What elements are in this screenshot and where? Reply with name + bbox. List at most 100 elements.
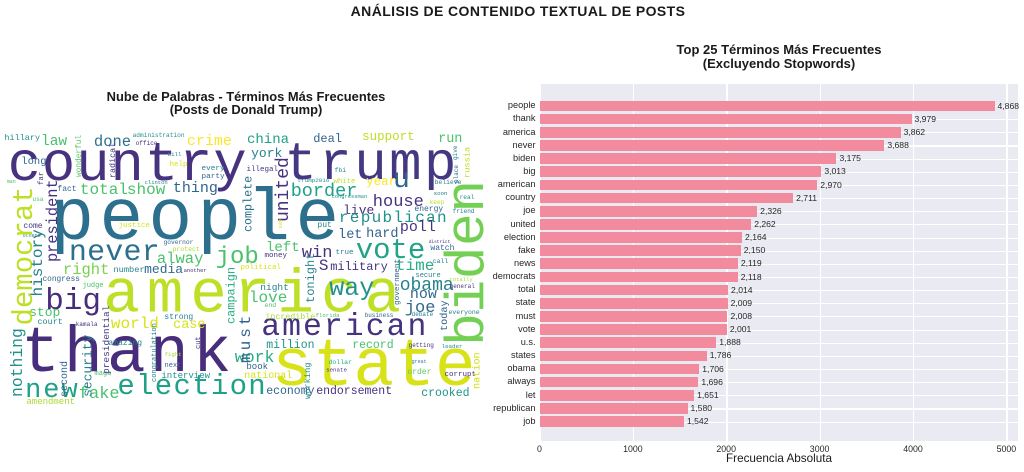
svg-text:campaign: campaign — [225, 267, 239, 324]
svg-text:say: say — [278, 218, 284, 228]
svg-text:nothing: nothing — [8, 328, 27, 397]
svg-text:tonight: tonight — [304, 253, 318, 303]
svg-text:bill: bill — [168, 151, 182, 158]
svg-text:big: big — [45, 284, 101, 319]
svg-text:right: right — [63, 261, 110, 279]
svg-text:order: order — [407, 368, 431, 377]
svg-text:stop: stop — [29, 305, 60, 320]
svg-text:work: work — [235, 348, 275, 367]
svg-text:hillary: hillary — [4, 133, 40, 143]
svg-text:law: law — [41, 134, 67, 150]
svg-text:democrat: democrat — [8, 186, 41, 325]
svg-text:china: china — [247, 132, 289, 148]
svg-text:every: every — [202, 165, 225, 173]
svg-text:republican: republican — [339, 209, 448, 227]
svg-text:run: run — [438, 132, 462, 147]
svg-text:call: call — [433, 258, 449, 265]
svg-text:complete: complete — [242, 176, 256, 232]
svg-text:working: working — [303, 363, 313, 400]
svg-text:amazing: amazing — [108, 339, 142, 348]
svg-text:end: end — [265, 302, 277, 309]
svg-text:live: live — [343, 203, 374, 218]
svg-text:book: book — [246, 362, 268, 372]
svg-text:friend: friend — [453, 208, 475, 215]
svg-text:man: man — [7, 179, 16, 185]
svg-text:great: great — [412, 359, 427, 365]
svg-text:congress: congress — [43, 276, 81, 284]
svg-text:party: party — [202, 173, 225, 181]
svg-text:usa: usa — [33, 196, 44, 203]
svg-text:economy: economy — [266, 385, 314, 398]
svg-text:come: come — [23, 222, 42, 231]
svg-text:kamala: kamala — [76, 321, 98, 328]
svg-text:wonderful: wonderful — [76, 135, 84, 177]
svg-text:leader: leader — [442, 343, 463, 350]
svg-text:senate: senate — [326, 367, 347, 374]
svg-text:case: case — [173, 318, 205, 333]
svg-text:political: political — [241, 264, 282, 272]
svg-text:hard: hard — [366, 227, 398, 242]
svg-text:thing: thing — [173, 180, 218, 197]
svg-text:way: way — [329, 274, 374, 303]
svg-text:record: record — [352, 339, 393, 352]
svg-text:thank: thank — [21, 318, 236, 391]
svg-text:fight: fight — [165, 351, 182, 358]
svg-text:maga: maga — [95, 370, 112, 378]
svg-text:now: now — [410, 286, 437, 303]
svg-text:election: election — [117, 370, 267, 403]
svg-text:justice: justice — [119, 222, 151, 230]
svg-text:biden: biden — [437, 179, 500, 346]
svg-text:secure: secure — [416, 272, 441, 280]
svg-text:love: love — [249, 289, 287, 307]
svg-text:million: million — [266, 339, 314, 352]
svg-text:government: government — [394, 259, 402, 305]
svg-text:york: york — [251, 146, 282, 161]
svg-text:fact: fact — [57, 185, 76, 194]
svg-text:support: support — [362, 130, 415, 144]
svg-text:governor: governor — [164, 239, 194, 246]
svg-text:others: others — [23, 233, 41, 239]
svg-text:left: left — [266, 240, 300, 256]
svg-text:office: office — [136, 140, 158, 147]
svg-text:crime: crime — [187, 133, 232, 150]
svg-text:true: true — [336, 249, 354, 257]
svg-text:S: S — [319, 257, 329, 275]
svg-text:debate: debate — [412, 311, 434, 318]
svg-text:must: must — [237, 313, 255, 363]
svg-text:border: border — [291, 181, 358, 202]
svg-text:job: job — [216, 244, 259, 271]
svg-text:total: total — [80, 181, 128, 199]
svg-text:interview: interview — [161, 371, 210, 381]
svg-text:state: state — [272, 329, 476, 406]
svg-text:fbi: fbi — [335, 167, 347, 174]
svg-text:incredible: incredible — [265, 312, 315, 322]
svg-text:poll: poll — [400, 219, 436, 236]
svg-text:congratulation: congratulation — [151, 323, 159, 382]
svg-text:illegal: illegal — [247, 166, 279, 174]
svg-text:fake: fake — [79, 385, 120, 404]
svg-text:dollar: dollar — [329, 359, 353, 366]
svg-text:win: win — [302, 244, 333, 263]
svg-text:new: new — [25, 376, 80, 406]
svg-text:trump: trump — [284, 135, 459, 196]
svg-text:alway: alway — [157, 250, 204, 268]
svg-text:country: country — [8, 134, 248, 197]
svg-text:general: general — [450, 283, 476, 290]
svg-text:vote: vote — [356, 234, 426, 267]
svg-text:media: media — [144, 262, 183, 277]
svg-text:business: business — [365, 312, 394, 319]
svg-text:keep: keep — [430, 199, 445, 206]
svg-text:military: military — [330, 260, 388, 274]
svg-text:people: people — [50, 178, 344, 261]
svg-text:russia: russia — [462, 147, 472, 178]
svg-text:nation: nation — [471, 352, 483, 389]
svg-text:american: american — [261, 310, 428, 345]
svg-text:totally: totally — [450, 276, 474, 283]
svg-text:help: help — [170, 161, 188, 169]
svg-text:believe: believe — [435, 179, 462, 186]
svg-text:far: far — [38, 172, 46, 185]
svg-text:done: done — [94, 133, 131, 151]
svg-text:another: another — [184, 267, 207, 274]
svg-text:security: security — [81, 334, 96, 397]
svg-text:watch: watch — [430, 244, 454, 253]
